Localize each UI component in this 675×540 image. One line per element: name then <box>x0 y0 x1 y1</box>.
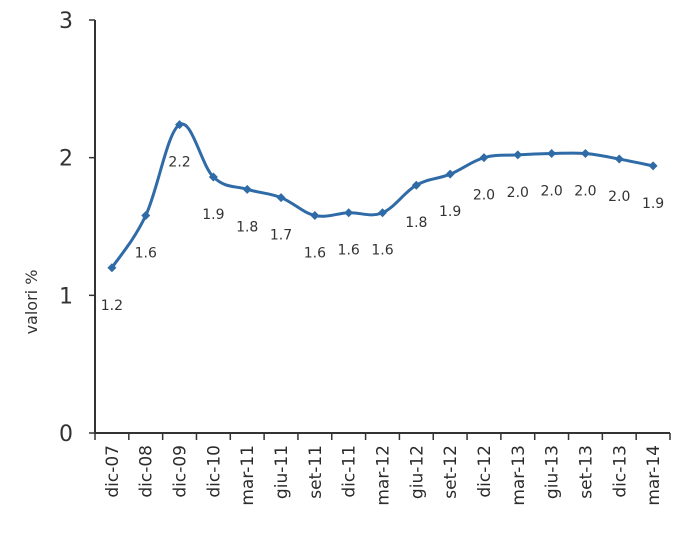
x-tick-label: set-13 <box>576 445 596 499</box>
data-point <box>580 149 590 159</box>
data-point <box>411 180 421 190</box>
data-point <box>378 208 387 218</box>
y-tick-label: 1 <box>59 284 73 309</box>
x-tick-label: mar-12 <box>374 445 394 506</box>
x-tick-label: dic-07 <box>103 445 123 498</box>
x-tick-label: giu-11 <box>272 445 292 499</box>
x-tick-label: mar-11 <box>238 445 258 506</box>
data-label: 2.0 <box>473 188 495 204</box>
data-point <box>513 150 523 160</box>
x-tick-label: set-11 <box>306 445 326 499</box>
data-label: 1.8 <box>405 215 427 231</box>
y-axis-label: valori % <box>22 270 41 335</box>
data-label: 1.6 <box>304 245 326 261</box>
x-tick-label: set-12 <box>441 445 461 499</box>
data-label: 1.6 <box>135 245 157 261</box>
data-point <box>107 263 117 273</box>
data-point <box>242 184 252 194</box>
data-label: 1.7 <box>270 228 292 244</box>
data-label: 1.2 <box>101 298 123 314</box>
data-point <box>310 210 320 220</box>
data-label: 1.9 <box>439 204 461 220</box>
x-axis: dic-07 dic-08 dic-09 dic-10 mar-11 giu-11 set-… <box>94 432 671 506</box>
x-tick-label: dic-08 <box>137 445 157 498</box>
data-point <box>547 149 557 159</box>
data-label: 2.0 <box>608 189 630 205</box>
x-tick-label: dic-10 <box>204 445 224 498</box>
data-point <box>648 161 658 171</box>
x-tick-label: dic-13 <box>610 445 630 498</box>
data-label: 1.9 <box>642 196 664 212</box>
data-point <box>479 153 489 163</box>
data-point <box>175 120 185 130</box>
series-line <box>110 122 654 269</box>
data-point <box>276 193 286 203</box>
x-tick-label: dic-12 <box>475 445 495 498</box>
series-layer <box>107 120 658 273</box>
x-tick-label: dic-09 <box>171 445 191 498</box>
data-label-layer: 1.2 1.6 2.2 1.9 1.8 1.7 1.6 1.6 1.6 1.8 1.9 2.0 2.0 2… <box>101 155 664 314</box>
x-tick-label: giu-12 <box>407 445 427 499</box>
data-label: 1.6 <box>371 243 393 259</box>
data-point <box>141 210 151 220</box>
data-label: 2.0 <box>540 184 562 200</box>
x-tick-label: dic-11 <box>340 445 360 498</box>
x-tick-label: giu-13 <box>543 445 563 499</box>
y-axis: 0 1 2 3 <box>59 9 96 447</box>
data-point <box>445 169 455 179</box>
data-label: 2.2 <box>168 155 190 171</box>
data-label: 1.9 <box>202 207 224 223</box>
data-label: 1.8 <box>236 219 258 235</box>
data-label: 2.0 <box>574 184 596 200</box>
data-point <box>208 172 218 182</box>
y-tick-label: 2 <box>59 147 73 172</box>
x-tick-label: mar-13 <box>509 445 529 506</box>
data-label: 2.0 <box>507 185 529 201</box>
y-tick-label: 0 <box>59 422 73 447</box>
data-label: 1.6 <box>338 243 360 259</box>
y-tick-label: 3 <box>59 9 73 34</box>
data-point <box>614 154 624 164</box>
x-tick-label: mar-14 <box>644 445 664 506</box>
data-point <box>344 208 354 218</box>
